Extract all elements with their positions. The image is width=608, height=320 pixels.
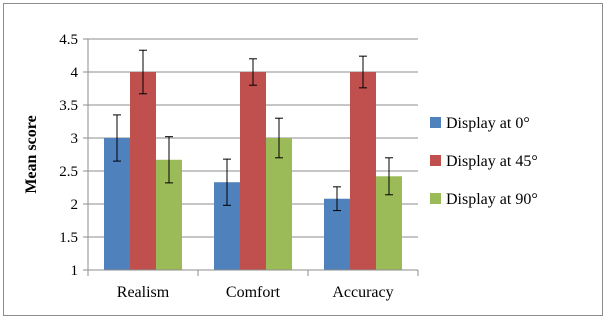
y-tick-label: 4.5: [59, 32, 78, 48]
legend-label-0: Display at 0°: [446, 115, 530, 132]
y-tick-label: 1: [71, 263, 79, 279]
x-category-label: Realism: [117, 284, 170, 301]
legend-label-2: Display at 90°: [446, 191, 538, 208]
y-tick-label: 3: [71, 131, 79, 147]
bar-comfort-series-2[interactable]: [266, 138, 292, 270]
y-tick-label: 2: [71, 197, 79, 213]
y-tick-label: 4: [71, 65, 79, 81]
legend-swatch-1: [430, 155, 441, 166]
x-category-label: Comfort: [226, 284, 281, 301]
legend-swatch-2: [430, 193, 441, 204]
bar-realism-series-1[interactable]: [130, 72, 156, 270]
y-axis-title: Mean score: [23, 115, 40, 193]
bar-accuracy-series-1[interactable]: [350, 72, 376, 270]
bar-comfort-series-1[interactable]: [240, 72, 266, 270]
y-tick-label: 2.5: [59, 164, 78, 180]
legend-label-1: Display at 45°: [446, 153, 538, 170]
chart-frame: [3, 3, 603, 316]
x-category-label: Accuracy: [332, 284, 393, 301]
y-tick-label: 3.5: [59, 98, 78, 114]
y-tick-label: 1.5: [59, 230, 78, 246]
legend-swatch-0: [430, 117, 441, 128]
